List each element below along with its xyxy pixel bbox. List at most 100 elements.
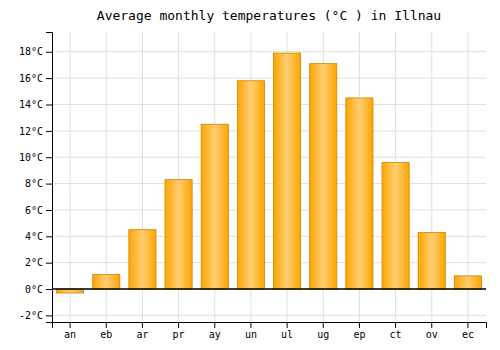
x-tick-mark	[214, 322, 215, 328]
chart-svg: Average monthly temperatures (°C ) in Il…	[0, 0, 500, 350]
x-tick-mark	[70, 322, 71, 328]
x-tick: ug	[317, 322, 329, 340]
y-tick-mark	[46, 236, 52, 237]
x-tick-label: ay	[209, 329, 221, 340]
y-tick: 0°C	[25, 284, 52, 295]
chart-title: Average monthly temperatures (°C ) in Il…	[97, 8, 441, 23]
x-tick-label: an	[64, 329, 76, 340]
y-tick: -2°C	[19, 310, 52, 321]
bar	[310, 64, 337, 289]
y-tick-label: 6°C	[25, 205, 43, 216]
x-tick-label: ep	[353, 329, 365, 340]
bar	[418, 232, 445, 289]
x-tick: eb	[100, 322, 112, 340]
bar	[165, 180, 192, 289]
x-tick-mark	[178, 322, 179, 328]
y-tick-label: -2°C	[19, 310, 43, 321]
x-tick-mark	[359, 322, 360, 328]
y-grid-line	[52, 209, 486, 210]
x-tick: ul	[281, 322, 293, 340]
x-tick: pr	[173, 322, 185, 340]
y-tick-label: 16°C	[19, 73, 43, 84]
y-tick-label: 0°C	[25, 284, 43, 295]
y-grid-line	[52, 130, 486, 131]
bar	[454, 276, 481, 289]
x-tick-label: un	[245, 329, 257, 340]
x-tick: ay	[209, 322, 221, 340]
y-tick: 4°C	[25, 231, 52, 242]
x-tick: ct	[390, 322, 402, 340]
y-tick-label: 14°C	[19, 99, 43, 110]
y-grid-line	[52, 315, 486, 316]
y-grid-line	[52, 51, 486, 52]
x-tick: ep	[353, 322, 365, 340]
x-tick-label: ar	[136, 329, 148, 340]
y-tick-label: 10°C	[19, 152, 43, 163]
y-tick: 18°C	[19, 46, 52, 57]
y-grid-line	[52, 104, 486, 105]
y-tick-mark	[46, 184, 52, 185]
x-tick-mark	[323, 322, 324, 328]
bar	[346, 98, 373, 289]
y-tick: 8°C	[25, 178, 52, 189]
y-tick-mark	[46, 263, 52, 264]
x-tick: ar	[136, 322, 148, 340]
zero-line	[52, 288, 486, 290]
y-tick-label: 4°C	[25, 231, 43, 242]
x-tick-label: ec	[462, 329, 474, 340]
x-axis-line	[53, 323, 487, 329]
y-tick-mark	[46, 52, 52, 53]
x-tick-label: ov	[426, 329, 438, 340]
x-tick-mark	[395, 322, 396, 328]
y-tick-label: 12°C	[19, 126, 43, 137]
x-tick-label: pr	[173, 329, 185, 340]
x-tick-mark	[431, 322, 432, 328]
x-grid-line	[70, 32, 71, 322]
x-tick-label: ct	[390, 329, 402, 340]
bar	[129, 230, 156, 289]
y-tick-mark	[46, 315, 52, 316]
bar	[237, 81, 264, 289]
x-tick: ec	[462, 322, 474, 340]
bar	[201, 124, 228, 289]
y-tick: 12°C	[19, 126, 52, 137]
x-tick-mark	[467, 322, 468, 328]
bar	[93, 275, 120, 290]
x-tick: un	[245, 322, 257, 340]
x-tick-mark	[142, 322, 143, 328]
y-tick: 6°C	[25, 205, 52, 216]
plot-area: -2°C 0°C 2°C 4°C 6°C 8°C 10°C 12°C 14°C 16°C 18°C a…	[19, 32, 487, 340]
grid	[52, 32, 486, 322]
y-tick-mark	[46, 157, 52, 158]
x-tick: an	[64, 322, 76, 340]
y-grid-line	[52, 183, 486, 184]
x-axis: an eb ar pr ay un ul ug ep ct ov ec	[53, 322, 487, 340]
y-tick-mark	[46, 131, 52, 132]
x-tick-label: ul	[281, 329, 293, 340]
y-tick-label: 18°C	[19, 46, 43, 57]
x-tick-label: eb	[100, 329, 112, 340]
y-grid-line	[52, 78, 486, 79]
y-tick-mark	[46, 289, 52, 290]
x-tick-label: ug	[317, 329, 329, 340]
x-tick-mark	[250, 322, 251, 328]
y-tick-mark	[46, 210, 52, 211]
chart-container: Average monthly temperatures (°C ) in Il…	[0, 0, 500, 350]
y-tick: 16°C	[19, 73, 52, 84]
x-tick: ov	[426, 322, 438, 340]
x-tick-mark	[287, 322, 288, 328]
y-grid-line	[52, 289, 486, 290]
y-axis: -2°C 0°C 2°C 4°C 6°C 8°C 10°C 12°C 14°C 16°C 18°C	[19, 33, 53, 323]
y-tick-mark	[46, 105, 52, 106]
y-grid-line	[52, 157, 486, 158]
y-axis-line	[46, 33, 53, 323]
y-tick-mark	[46, 78, 52, 79]
bar	[274, 53, 301, 289]
y-tick-label: 8°C	[25, 178, 43, 189]
y-tick: 10°C	[19, 152, 52, 163]
y-tick: 2°C	[25, 257, 52, 268]
bars	[57, 53, 482, 293]
y-tick-label: 2°C	[25, 257, 43, 268]
x-tick-mark	[106, 322, 107, 328]
bar	[382, 163, 409, 290]
